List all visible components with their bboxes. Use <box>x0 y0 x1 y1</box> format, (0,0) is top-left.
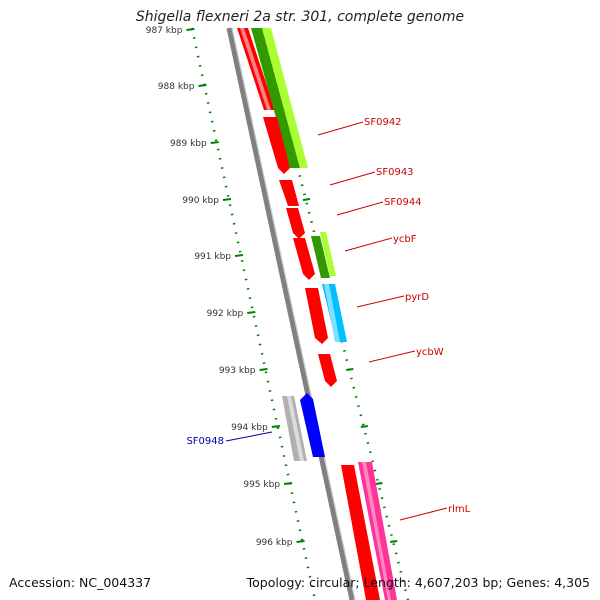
gene-feature <box>320 232 336 276</box>
gene-label-sf0944[interactable]: SF0944 <box>384 197 422 208</box>
gene-leader-line <box>336 201 384 216</box>
gene-label-sf0948[interactable]: SF0948 <box>186 436 224 447</box>
tick-label: 994 kbp <box>231 423 268 433</box>
gene-features <box>237 28 397 600</box>
gene-label-sf0942[interactable]: SF0942 <box>364 117 402 128</box>
tick-mark <box>247 311 256 314</box>
cds-feature <box>293 238 315 280</box>
tick-mark <box>360 425 368 428</box>
cds-feature <box>286 208 305 239</box>
gene-feature <box>262 28 308 168</box>
tick-mark <box>390 540 398 543</box>
tick-mark <box>186 28 195 31</box>
cds-feature <box>263 117 290 174</box>
tick-mark <box>271 425 280 428</box>
tick-label: 993 kbp <box>219 366 256 376</box>
gene-leader-line <box>329 171 376 186</box>
gene-leader-line <box>225 431 273 442</box>
tick-label: 988 kbp <box>158 82 195 92</box>
gene-label-sf0943[interactable]: SF0943 <box>376 167 414 178</box>
gene-leader-line <box>317 121 364 136</box>
cds-feature-reverse <box>300 393 325 457</box>
tick-mark <box>296 540 305 543</box>
gene-feature <box>311 236 330 278</box>
tick-label: 995 kbp <box>243 480 280 490</box>
tick-mark <box>283 482 293 485</box>
gene-feature <box>324 284 340 342</box>
tick-label: 987 kbp <box>146 26 183 36</box>
gene-feature <box>287 396 304 461</box>
tick-mark <box>302 198 311 201</box>
accession-label: Accession: NC_004337 <box>9 575 152 590</box>
gene-label-rlml[interactable]: rlmL <box>448 504 471 515</box>
tick-label: 991 kbp <box>194 252 231 262</box>
gene-feature <box>362 462 391 600</box>
gene-feature <box>251 28 300 168</box>
cds-feature <box>279 180 299 206</box>
cds-feature <box>318 354 337 387</box>
gene-label-ycbw[interactable]: ycbW <box>416 347 444 358</box>
cds-feature <box>305 288 328 344</box>
tick-mark <box>346 368 354 371</box>
gene-leader-line <box>344 237 393 252</box>
genome-summary: Topology: circular; Length: 4,607,203 bp… <box>246 575 590 590</box>
gene-leader-line <box>399 507 448 521</box>
cds-feature <box>240 28 271 110</box>
tick-mark <box>222 198 232 201</box>
tick-label: 990 kbp <box>182 196 219 206</box>
gene-labels: SF0942 SF0943 SF0944 ycbF pyrD ycbW SF0948 rlmL <box>186 117 471 521</box>
map-title: Shigella flexneri 2a str. 301, complete … <box>135 9 465 25</box>
gene-label-ycbf[interactable]: ycbF <box>393 234 417 245</box>
cds-feature <box>341 465 380 600</box>
gene-leader-line <box>356 295 405 308</box>
gene-label-pyrd[interactable]: pyrD <box>405 292 429 303</box>
tick-label: 992 kbp <box>207 309 244 319</box>
tick-label: 996 kbp <box>256 538 293 548</box>
gene-leader-line <box>368 350 416 363</box>
tick-mark <box>375 482 383 485</box>
tick-mark <box>234 254 244 257</box>
tick-mark <box>259 368 268 371</box>
genome-backbone <box>226 27 356 600</box>
tick-mark <box>210 141 219 144</box>
tick-mark <box>198 84 207 87</box>
tick-label: 989 kbp <box>170 139 207 149</box>
